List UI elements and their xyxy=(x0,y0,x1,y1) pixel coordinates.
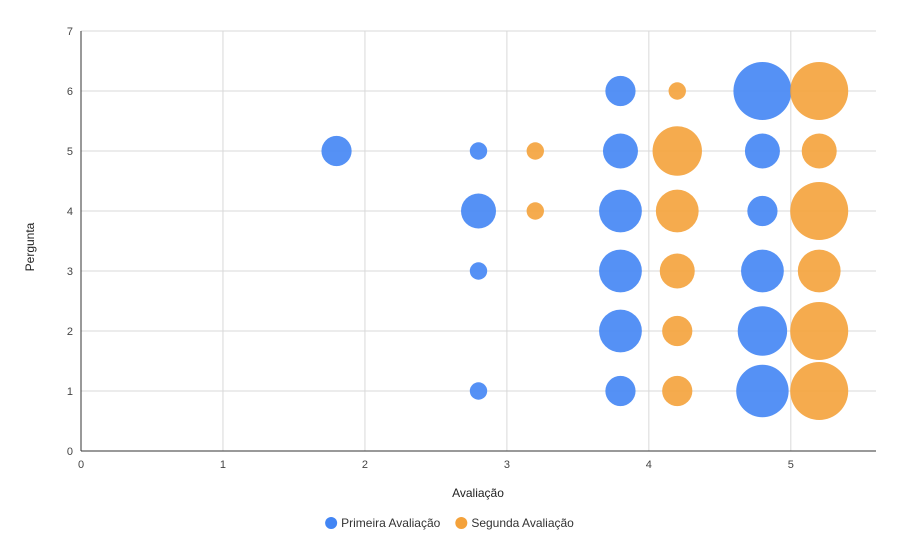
y-tick-label: 2 xyxy=(67,326,73,338)
bubble-segunda[interactable] xyxy=(790,302,849,360)
y-tick-label: 1 xyxy=(67,386,73,398)
bubble-segunda[interactable] xyxy=(526,202,544,220)
legend-label: Primeira Avaliação xyxy=(341,516,440,530)
x-tick-labels: 0 1 2 3 4 5 xyxy=(78,459,794,471)
bubble-primeira[interactable] xyxy=(469,382,488,400)
legend-swatch xyxy=(325,517,338,529)
bubble-segunda[interactable] xyxy=(790,182,849,240)
bubble-primeira[interactable] xyxy=(602,133,638,169)
y-axis-title: Pergunta xyxy=(23,222,37,271)
x-axis-title: Avaliação xyxy=(452,486,504,500)
bubble-primeira[interactable] xyxy=(741,249,784,293)
x-tick-label: 2 xyxy=(362,459,368,471)
y-tick-label: 6 xyxy=(67,86,73,98)
bubble-segunda[interactable] xyxy=(526,142,544,160)
legend-label: Segunda Avaliação xyxy=(471,516,574,530)
bubble-primeira[interactable] xyxy=(469,142,488,160)
x-tick-label: 3 xyxy=(504,459,510,471)
bubble-segunda[interactable] xyxy=(790,362,849,420)
x-tick-label: 5 xyxy=(788,459,794,471)
bubble-primeira[interactable] xyxy=(321,135,352,167)
bubble-primeira[interactable] xyxy=(599,309,642,353)
bubble-segunda[interactable] xyxy=(655,189,699,233)
axes xyxy=(80,31,876,452)
bubble-primeira[interactable] xyxy=(461,193,496,229)
bubble-segunda[interactable] xyxy=(797,249,841,293)
y-tick-label: 0 xyxy=(67,446,73,458)
legend: Primeira Avaliação Segunda Avaliação xyxy=(325,516,574,530)
bubble-segunda[interactable] xyxy=(668,82,686,100)
y-tick-label: 4 xyxy=(67,206,73,218)
y-tick-label: 7 xyxy=(67,26,73,38)
bubble-primeira[interactable] xyxy=(599,189,642,233)
bubble-primeira[interactable] xyxy=(747,195,778,227)
bubble-primeira[interactable] xyxy=(605,375,636,407)
y-tick-label: 5 xyxy=(67,146,73,158)
bubble-segunda[interactable] xyxy=(652,126,702,176)
bubble-primeira[interactable] xyxy=(733,62,792,120)
bubble-primeira[interactable] xyxy=(736,364,789,418)
y-tick-labels: 0 1 2 3 4 5 6 7 xyxy=(67,26,73,458)
bubble-primeira[interactable] xyxy=(737,306,788,356)
legend-swatch xyxy=(455,517,468,529)
x-tick-label: 1 xyxy=(220,459,226,471)
bubble-primeira[interactable] xyxy=(744,133,780,169)
y-tick-label: 3 xyxy=(67,266,73,278)
bubble-primeira[interactable] xyxy=(469,262,488,280)
bubble-marks xyxy=(321,62,849,420)
x-tick-label: 4 xyxy=(646,459,652,471)
bubble-primeira[interactable] xyxy=(599,249,642,293)
bubble-segunda[interactable] xyxy=(662,375,693,407)
bubble-segunda[interactable] xyxy=(801,133,837,169)
bubble-segunda[interactable] xyxy=(790,62,849,120)
bubble-primeira[interactable] xyxy=(605,75,636,107)
bubble-segunda[interactable] xyxy=(662,315,693,347)
x-tick-label: 0 xyxy=(78,459,84,471)
bubble-segunda[interactable] xyxy=(659,253,695,289)
